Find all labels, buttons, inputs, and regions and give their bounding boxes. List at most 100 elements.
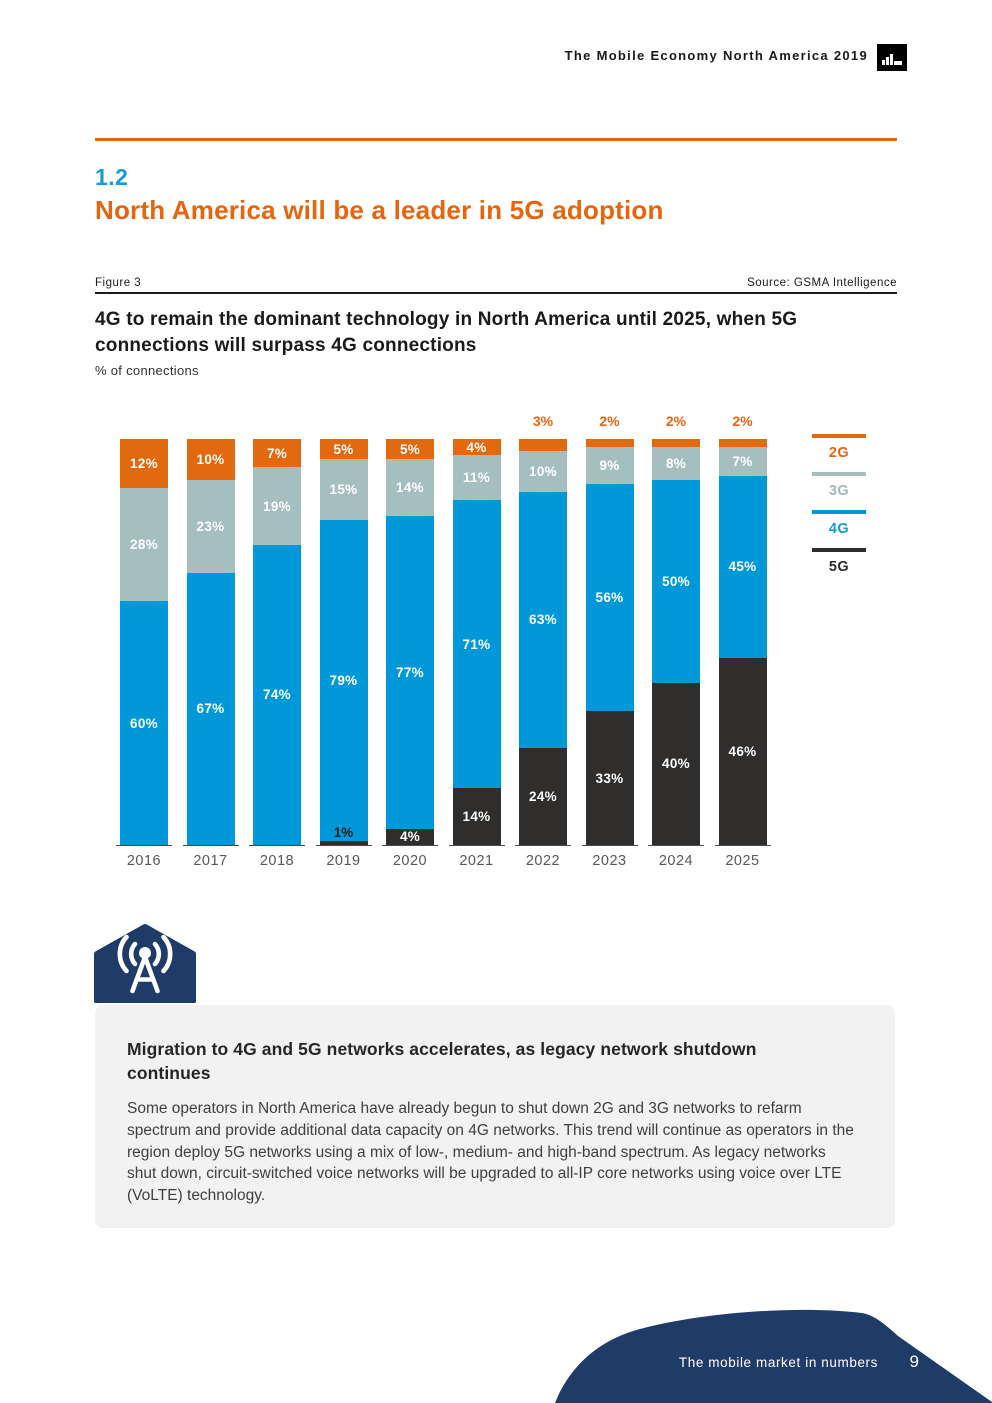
chart-legend: 2G 3G 4G 5G (812, 434, 866, 586)
legend-label-3G: 3G (828, 483, 850, 499)
segment-label-2G-2016: 12% (130, 455, 158, 471)
x-axis-label-2025: 2025 (725, 853, 760, 869)
segment-label-5G-2022: 24% (529, 788, 557, 804)
callout-body: Some operators in North America have alr… (127, 1100, 854, 1204)
segment-label-3G-2024: 8% (665, 455, 687, 471)
x-axis-label-2018: 2018 (259, 853, 295, 869)
segment-label-2G-2019: 5% (333, 441, 354, 457)
bar-2018: 7% 19% 74% 2018 (249, 439, 305, 869)
gsma-logo-mark-icon (882, 54, 902, 65)
x-axis-label-2016: 2016 (126, 853, 162, 869)
above-bar-label-2G-2023: 2% (599, 413, 620, 429)
segment-5G-2020: 4% (386, 828, 434, 845)
segment-2G-2018: 7% (253, 439, 301, 468)
segment-label-4G-2016: 60% (130, 715, 158, 731)
segment-5G-2022: 24% (519, 747, 567, 845)
legend-swatch-2G (812, 434, 866, 438)
segment-label-4G-2018: 74% (263, 687, 291, 703)
segment-3G-2016: 28% (120, 487, 168, 602)
antenna-icon (93, 923, 197, 1008)
segment-4G-2019: 79% (319, 520, 368, 841)
figure-divider-rule (95, 292, 897, 294)
callout-title: Migration to 4G and 5G networks accelera… (127, 1039, 757, 1083)
segment-2G-2020: 5% (386, 439, 434, 460)
segment-5G-2024: 40% (652, 682, 700, 845)
segment-5G-2019: 1% (319, 825, 368, 845)
above-bar-label-2G-2024: 2% (665, 413, 687, 429)
bar-2020: 5% 14% 77% 4% 2020 (382, 439, 438, 869)
segment-label-5G-2020: 4% (399, 829, 421, 845)
segment-3G-2018: 19% (253, 467, 301, 545)
segment-4G-2020: 77% (386, 516, 434, 829)
segment-label-4G-2017: 67% (196, 701, 225, 717)
x-axis-label-2023: 2023 (592, 853, 627, 869)
segment-label-3G-2021: 11% (462, 470, 491, 486)
segment-4G-2016: 60% (120, 601, 168, 845)
chart-subtitle: % of connections (95, 363, 199, 378)
segment-2G-2025 (718, 439, 767, 448)
stacked-bar-chart: 12% 28% 60% 2016 10% 23% 67% 2017 7% 19% 74% 2018 5%… (116, 413, 771, 869)
report-header-title: The Mobile Economy North America 2019 (564, 48, 868, 63)
bar-2025: 2% 7% 45% 46% 2025 (714, 413, 771, 869)
legend-label-4G: 4G (828, 521, 850, 537)
segment-3G-2025: 7% (718, 447, 767, 476)
legend-swatch-5G (812, 548, 866, 552)
bar-2019: 5% 15% 79% 1% 2019 (315, 439, 372, 869)
legend-swatch-3G (812, 472, 866, 476)
segment-label-4G-2020: 77% (396, 664, 424, 680)
segment-4G-2024: 50% (652, 479, 700, 683)
segment-5G-2025: 46% (718, 658, 767, 845)
legend-swatch-4G (812, 510, 866, 514)
segment-2G-2017: 10% (186, 439, 235, 480)
footer-page-number: 9 (909, 1352, 919, 1371)
legend-label-2G: 2G (828, 445, 850, 461)
figure-source: Source: GSMA Intelligence (747, 277, 897, 289)
segment-label-3G-2019: 15% (329, 482, 358, 498)
segment-4G-2022: 63% (519, 491, 567, 748)
segment-3G-2021: 11% (452, 455, 501, 500)
segment-label-3G-2016: 28% (130, 537, 158, 553)
segment-3G-2023: 9% (585, 447, 634, 484)
legend-item-3G: 3G (812, 472, 866, 499)
segment-4G-2021: 71% (452, 499, 501, 789)
segment-3G-2017: 23% (186, 479, 235, 573)
segment-label-4G-2022: 63% (529, 612, 557, 628)
segment-3G-2022: 10% (519, 451, 567, 492)
bar-2021: 4% 11% 71% 14% 2021 (448, 439, 505, 869)
bar-2016: 12% 28% 60% 2016 (116, 439, 172, 869)
section-title: North America will be a leader in 5G ado… (95, 195, 664, 225)
bar-2017: 10% 23% 67% 2017 (182, 439, 239, 869)
segment-4G-2023: 56% (585, 483, 634, 712)
segment-2G-2023 (585, 439, 634, 448)
segment-2G-2021: 4% (452, 439, 501, 456)
segment-label-3G-2022: 10% (529, 464, 557, 479)
x-axis-label-2021: 2021 (459, 853, 494, 869)
above-bar-label-2G-2022: 3% (532, 413, 554, 429)
segment-4G-2018: 74% (253, 544, 301, 845)
segment-label-4G-2023: 56% (595, 589, 624, 605)
legend-item-4G: 4G (812, 510, 866, 537)
segment-4G-2017: 67% (186, 572, 235, 845)
segment-2G-2022 (519, 439, 567, 452)
segment-label-4G-2021: 71% (462, 636, 491, 652)
legend-item-5G: 5G (812, 548, 866, 575)
segment-label-3G-2023: 9% (599, 457, 620, 473)
segment-label-5G-2019: 1% (333, 824, 354, 840)
gsma-logo-icon (877, 44, 907, 71)
segment-2G-2019: 5% (319, 439, 368, 460)
x-axis-label-2022: 2022 (525, 853, 561, 869)
bar-2024: 2% 8% 50% 40% 2024 (648, 413, 704, 869)
segment-label-2G-2018: 7% (266, 445, 288, 461)
legend-label-5G: 5G (828, 559, 850, 575)
segment-3G-2019: 15% (319, 459, 368, 521)
segment-2G-2016: 12% (120, 439, 168, 488)
segment-label-5G-2021: 14% (462, 809, 491, 825)
footer-wave-shape (555, 1309, 992, 1403)
segment-label-4G-2025: 45% (728, 559, 757, 575)
section-divider-rule (95, 138, 897, 141)
segment-label-5G-2023: 33% (595, 770, 624, 786)
segment-label-2G-2020: 5% (399, 441, 421, 457)
segment-label-3G-2025: 7% (732, 453, 753, 469)
segment-label-3G-2020: 14% (396, 480, 424, 496)
